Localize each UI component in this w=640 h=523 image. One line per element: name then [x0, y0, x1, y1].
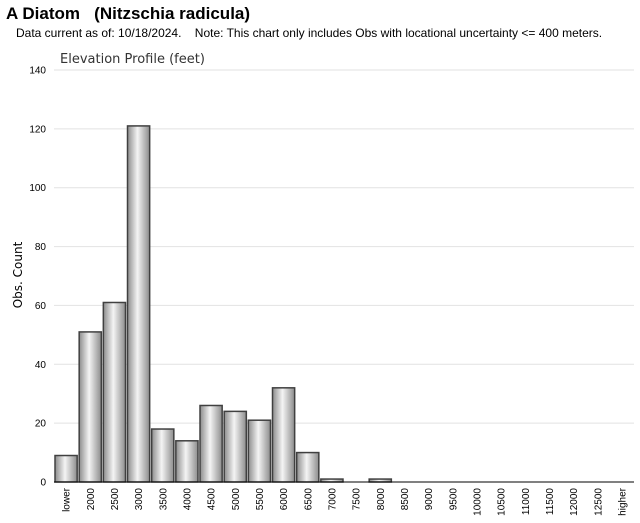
bar [150, 428, 175, 483]
chart-title: Elevation Profile (feet) [60, 52, 205, 67]
x-tick-label: 10000 [472, 488, 483, 516]
bar [78, 331, 103, 483]
x-tick-label: 12000 [569, 488, 580, 516]
x-tick-label: higher [617, 487, 628, 515]
x-tick-label: 8500 [400, 488, 411, 511]
x-tick-label: 4500 [207, 488, 218, 511]
bar [54, 454, 78, 483]
y-tick-label: 120 [29, 124, 46, 135]
bar [175, 440, 199, 483]
bar [295, 451, 320, 483]
x-tick-label: lower [62, 487, 73, 512]
x-tick-label: 5000 [231, 488, 242, 511]
y-tick-label: 60 [35, 301, 47, 312]
x-tick-label: 2000 [86, 488, 97, 511]
x-tick-label: 4000 [182, 488, 193, 511]
y-tick-label: 100 [29, 183, 46, 194]
x-tick-label: 7000 [327, 488, 338, 511]
bar [126, 125, 151, 483]
data-note: Data current as of: 10/18/2024. Note: Th… [16, 26, 603, 40]
x-tick-label: 6000 [279, 488, 290, 511]
y-tick-label: 40 [35, 360, 47, 371]
x-tick-label: 11000 [521, 488, 532, 516]
x-tick-label: 9000 [424, 488, 435, 511]
y-tick-label: 80 [35, 242, 47, 253]
y-axis-label: Obs. Count [11, 241, 25, 308]
bar [247, 419, 272, 483]
y-tick-label: 0 [40, 478, 46, 489]
x-tick-label: 10500 [497, 488, 508, 516]
x-tick-label: 2500 [110, 488, 121, 511]
x-tick-label: 7500 [352, 488, 363, 511]
x-tick-label: 5500 [255, 488, 266, 511]
x-tick-label: 3000 [134, 488, 145, 511]
x-tick-label: 12500 [593, 488, 604, 516]
x-tick-label: 6500 [303, 488, 314, 511]
bar [102, 301, 127, 483]
x-tick-label: 9500 [448, 488, 459, 511]
y-tick-label: 20 [35, 419, 47, 430]
x-tick-label: 8000 [376, 488, 387, 511]
species-title: A Diatom (Nitzschia radicula) [6, 4, 251, 23]
bar [271, 387, 296, 483]
x-tick-label: 3500 [158, 488, 169, 511]
x-tick-label: 11500 [545, 488, 556, 516]
y-tick-label: 140 [29, 66, 46, 77]
bar [223, 410, 248, 483]
bar [199, 404, 223, 483]
